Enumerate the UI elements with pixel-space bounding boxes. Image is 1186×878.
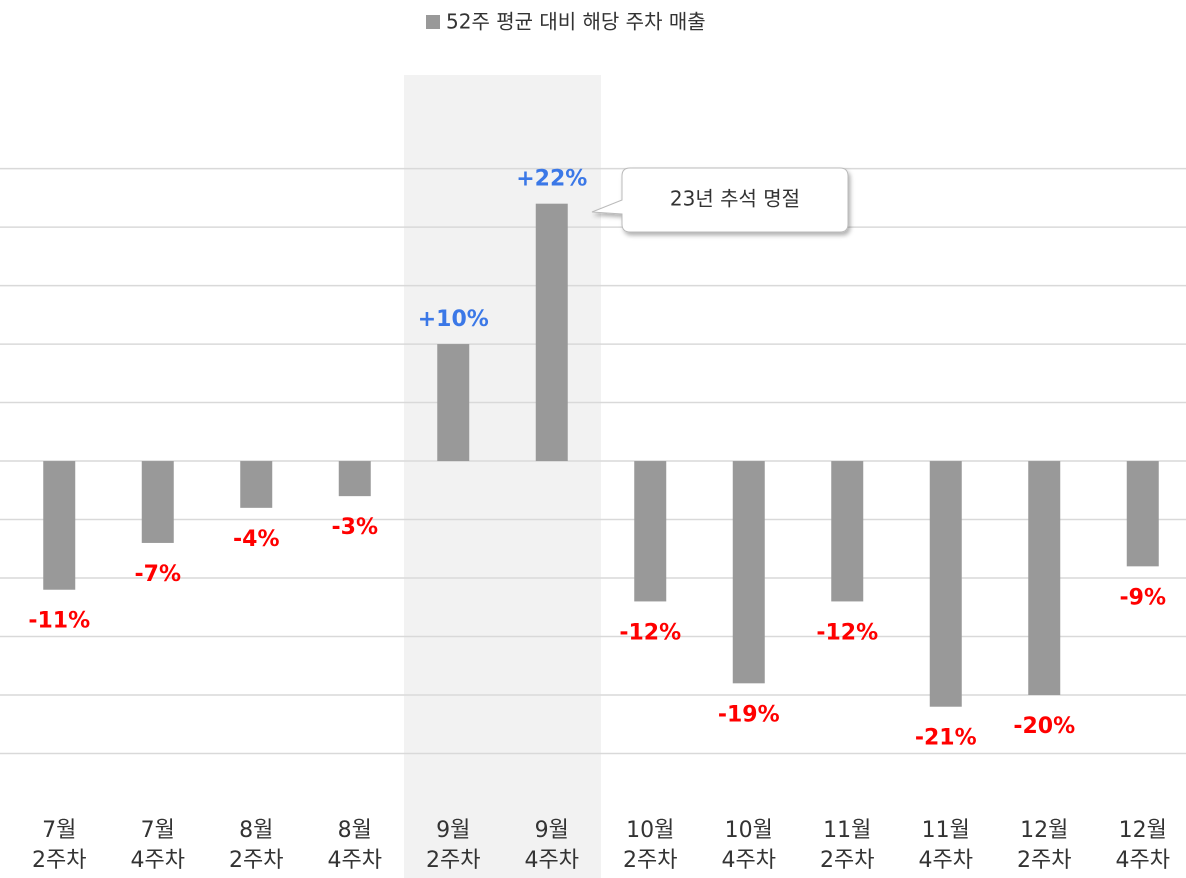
x-tick-label: 10월 4주차: [721, 818, 776, 873]
value-label: -21%: [915, 726, 977, 751]
bar: [437, 344, 470, 462]
value-label: -3%: [332, 515, 378, 540]
value-label: -20%: [1013, 714, 1075, 739]
x-tick-label: 12월 2주차: [1017, 818, 1072, 873]
bar: [1126, 461, 1159, 567]
x-tick-label: 11월 4주차: [918, 818, 973, 873]
legend-label: 52주 평균 대비 해당 주차 매출: [446, 10, 706, 34]
x-tick-label: 10월 2주차: [623, 818, 678, 873]
x-tick-label: 7월 4주차: [130, 818, 185, 873]
bar: [1028, 461, 1061, 696]
bar: [929, 461, 962, 707]
x-tick-label: 11월 2주차: [820, 818, 875, 873]
bar: [535, 203, 568, 462]
bar: [732, 461, 765, 684]
x-tick-label: 9월 4주차: [524, 818, 579, 873]
x-tick-label: 12월 4주차: [1115, 818, 1170, 873]
highlight-band: [404, 75, 601, 878]
value-label: -11%: [28, 609, 90, 634]
bar: [831, 461, 864, 602]
bar: [43, 461, 76, 590]
bar: [240, 461, 273, 508]
value-label: -19%: [718, 702, 780, 727]
value-label: -4%: [233, 527, 279, 552]
value-label: +10%: [418, 307, 489, 332]
x-tick-label: 8월 2주차: [229, 818, 284, 873]
callout-box: [591, 167, 849, 233]
x-tick-label: 9월 2주차: [426, 818, 481, 873]
value-label: -12%: [619, 620, 681, 645]
callout-text: 23년 추석 명절: [670, 187, 800, 211]
bar: [338, 461, 371, 497]
value-label: -9%: [1120, 585, 1166, 610]
value-label: -7%: [135, 562, 181, 587]
value-label: +22%: [516, 167, 587, 192]
bar: [634, 461, 667, 602]
value-label: -12%: [816, 620, 878, 645]
bar: [141, 461, 174, 543]
x-tick-label: 7월 2주차: [32, 818, 87, 873]
x-tick-label: 8월 4주차: [327, 818, 382, 873]
legend-swatch: [426, 15, 440, 29]
